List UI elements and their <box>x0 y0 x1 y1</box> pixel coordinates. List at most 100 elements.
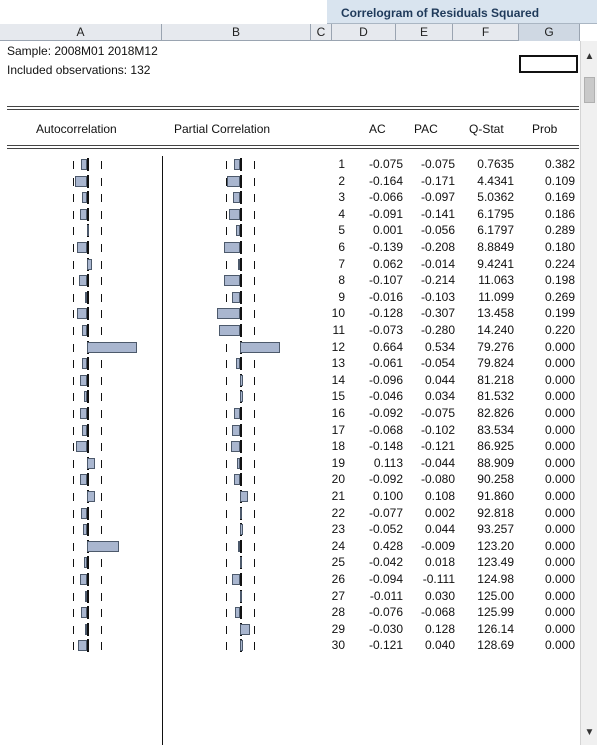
partial-correlation-confidence-band-lower <box>226 343 227 352</box>
pac-cell: 0.128 <box>424 621 455 636</box>
partial-correlation-confidence-band-lower <box>226 592 227 601</box>
lag-cell: 1 <box>338 157 345 171</box>
header-top-rule-2 <box>7 109 579 110</box>
prob-cell: 0.000 <box>544 555 575 570</box>
prob-cell: 0.000 <box>544 489 575 503</box>
pac-cell: 0.030 <box>424 588 455 603</box>
autocorrelation-confidence-band-upper <box>101 476 102 485</box>
table-row: 13 -0.061 -0.054 79.824 0.000 <box>0 355 580 372</box>
autocorrelation-bar <box>87 258 92 270</box>
column-header-a[interactable]: A <box>0 24 162 41</box>
prob-cell: 0.198 <box>544 273 575 288</box>
table-row: 5 0.001 -0.056 6.1797 0.289 <box>0 222 580 239</box>
scroll-up-arrow-icon[interactable]: ▲ <box>584 51 595 62</box>
pac-cell: -0.097 <box>420 190 455 205</box>
pac-cell: -0.214 <box>420 273 455 288</box>
ac-cell: -0.073 <box>368 323 403 337</box>
partial-correlation-confidence-band-upper <box>254 244 255 252</box>
column-header-c[interactable]: C <box>311 24 332 41</box>
autocorrelation-zero-axis <box>87 523 89 537</box>
scroll-down-arrow-icon[interactable]: ▼ <box>584 727 595 738</box>
column-header-d[interactable]: D <box>332 24 396 41</box>
autocorrelation-bar <box>81 607 87 619</box>
lag-cell: 8 <box>338 273 345 288</box>
autocorrelation-confidence-band-upper <box>101 493 102 501</box>
prob-cell: 0.000 <box>544 621 575 636</box>
ac-cell: -0.066 <box>368 190 403 205</box>
autocorrelation-zero-axis <box>87 440 89 454</box>
column-header-g[interactable]: G <box>519 24 580 41</box>
partial-correlation-confidence-band-upper <box>254 393 255 402</box>
q-stat-cell: 11.063 <box>478 273 514 288</box>
pac-cell: -0.102 <box>420 422 455 437</box>
autocorrelation-confidence-band-lower <box>73 260 74 269</box>
autocorrelation-bar <box>75 441 87 453</box>
prob-cell: 0.000 <box>544 372 575 387</box>
prob-cell: 0.000 <box>544 356 575 371</box>
ac-cell: -0.046 <box>368 389 403 404</box>
autocorrelation-zero-axis <box>87 357 89 371</box>
autocorrelation-confidence-band-lower <box>73 576 74 584</box>
autocorrelation-confidence-band-upper <box>101 310 102 319</box>
prob-cell: 0.186 <box>544 206 575 221</box>
table-row: 1 -0.075 -0.075 0.7635 0.382 <box>0 156 580 173</box>
autocorrelation-bar <box>81 507 87 519</box>
partial-correlation-confidence-band-lower <box>226 393 227 402</box>
scroll-thumb[interactable] <box>584 77 595 103</box>
partial-correlation-confidence-band-lower <box>226 194 227 203</box>
lag-cell: 23 <box>331 522 345 537</box>
pac-cell: -0.014 <box>420 256 455 271</box>
lag-cell: 12 <box>331 339 345 354</box>
header-partial-correlation: Partial Correlation <box>174 122 271 136</box>
autocorrelation-confidence-band-lower <box>73 360 74 369</box>
lag-cell: 16 <box>331 406 345 420</box>
partial-correlation-confidence-band-lower <box>226 526 227 535</box>
autocorrelation-bar <box>77 308 87 320</box>
partial-correlation-bar <box>240 524 244 536</box>
ac-cell: -0.094 <box>368 572 403 586</box>
prob-cell: 0.000 <box>544 588 575 603</box>
prob-cell: 0.000 <box>544 505 575 520</box>
partial-correlation-bar <box>232 192 240 204</box>
autocorrelation-confidence-band-upper <box>101 592 102 601</box>
column-header-e[interactable]: E <box>396 24 453 41</box>
lag-cell: 17 <box>331 422 345 437</box>
pac-cell: 0.044 <box>424 522 455 537</box>
column-header-b[interactable]: B <box>162 24 311 41</box>
autocorrelation-bar <box>77 640 87 652</box>
pac-cell: -0.075 <box>420 406 455 420</box>
partial-correlation-confidence-band-lower <box>226 293 227 302</box>
autocorrelation-confidence-band-upper <box>101 443 102 452</box>
prob-cell: 0.000 <box>544 389 575 404</box>
ac-cell: -0.042 <box>368 555 403 570</box>
ac-cell: -0.164 <box>368 173 403 188</box>
q-stat-cell: 83.534 <box>477 422 514 437</box>
table-row: 8 -0.107 -0.214 11.063 0.198 <box>0 272 580 289</box>
vertical-scrollbar[interactable]: ▲ ▼ <box>580 41 597 745</box>
lag-cell: 2 <box>338 173 345 188</box>
partial-correlation-zero-axis <box>240 158 242 171</box>
autocorrelation-bar <box>81 159 87 170</box>
ac-cell: -0.076 <box>368 605 403 620</box>
autocorrelation-confidence-band-upper <box>101 210 102 219</box>
lag-cell: 26 <box>331 572 345 586</box>
autocorrelation-confidence-band-upper <box>101 244 102 252</box>
column-header-f[interactable]: F <box>453 24 519 41</box>
q-stat-cell: 123.20 <box>477 538 514 553</box>
header-bottom-rule <box>7 145 579 146</box>
lag-cell: 15 <box>331 389 345 404</box>
autocorrelation-confidence-band-upper <box>101 609 102 618</box>
active-cell-g[interactable] <box>519 55 578 73</box>
partial-correlation-bar <box>234 474 240 486</box>
partial-correlation-bar <box>230 441 240 453</box>
partial-correlation-bar <box>234 408 240 419</box>
table-row: 6 -0.139 -0.208 8.8849 0.180 <box>0 239 580 256</box>
prob-cell: 0.000 <box>544 472 575 487</box>
partial-correlation-zero-axis <box>240 456 242 470</box>
pac-cell: -0.080 <box>420 472 455 487</box>
partial-correlation-zero-axis <box>240 307 242 321</box>
table-row: 18 -0.148 -0.121 86.925 0.000 <box>0 438 580 455</box>
partial-correlation-zero-axis <box>240 440 242 454</box>
pac-cell: 0.534 <box>424 339 455 354</box>
partial-correlation-confidence-band-lower <box>226 642 227 651</box>
